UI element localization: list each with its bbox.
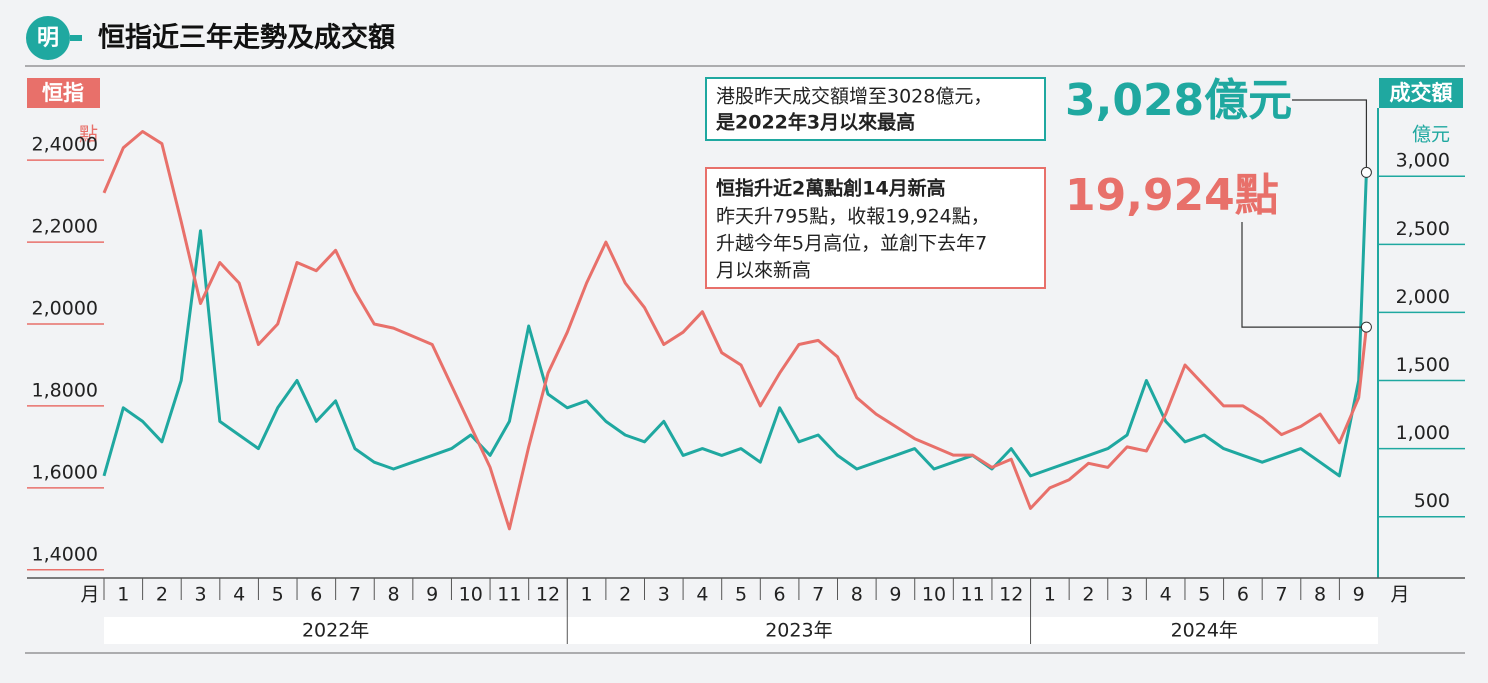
x-tick-label: 8 bbox=[851, 584, 863, 606]
index-box-line: 月以來新高 bbox=[716, 260, 811, 282]
y-tick-label: 1,4000 bbox=[32, 543, 98, 565]
x-tick-label: 11 bbox=[961, 584, 985, 606]
year-label: 2023年 bbox=[765, 620, 832, 642]
x-tick-label: 10 bbox=[459, 584, 483, 606]
y2-tick-label: 500 bbox=[1414, 490, 1450, 512]
y2-label-box bbox=[1379, 78, 1463, 108]
y2-tick-label: 2,500 bbox=[1396, 218, 1450, 240]
x-tick-label: 1 bbox=[1044, 584, 1056, 606]
x-tick-label: 3 bbox=[194, 584, 206, 606]
x-tick-label: 7 bbox=[812, 584, 824, 606]
x-tick-label: 8 bbox=[387, 584, 399, 606]
x-tick-label: 10 bbox=[922, 584, 946, 606]
year-band bbox=[1030, 617, 1378, 644]
x-tick-label: 4 bbox=[696, 584, 708, 606]
year-label: 2024年 bbox=[1171, 620, 1238, 642]
x-tick-label: 2 bbox=[1082, 584, 1094, 606]
x-tick-label: 11 bbox=[497, 584, 521, 606]
chart-title: 恒指近三年走勢及成交額 bbox=[98, 22, 395, 54]
y-tick-label: 2,2000 bbox=[32, 216, 98, 238]
x-tick-label: 9 bbox=[1353, 584, 1365, 606]
series-line bbox=[102, 130, 1368, 531]
x-tick-label: 6 bbox=[774, 584, 786, 606]
logo: 明 bbox=[37, 26, 59, 51]
index-box bbox=[705, 167, 1046, 289]
y2-label: 成交額 bbox=[1390, 81, 1453, 105]
index-box-line: 恒指升近2萬點創14月新高 bbox=[716, 177, 946, 200]
turnover-box-line: 港股昨天成交額增至3028億元， bbox=[716, 86, 992, 108]
x-tick-label: 7 bbox=[349, 584, 361, 606]
x-tick-label: 3 bbox=[1121, 584, 1133, 606]
y2-unit: 億元 bbox=[1412, 124, 1450, 146]
y2-tick-label: 1,000 bbox=[1396, 422, 1450, 444]
y2-tick-label: 1,500 bbox=[1396, 354, 1450, 376]
x-unit: 月 bbox=[80, 584, 99, 606]
x-tick-label: 6 bbox=[310, 584, 322, 606]
x-tick-label: 8 bbox=[1314, 584, 1326, 606]
turnover-leader bbox=[1292, 99, 1368, 173]
year-band bbox=[567, 617, 1031, 644]
turnover-box-line: 是2022年3月以來最高 bbox=[716, 111, 915, 134]
y2-tick-label: 3,000 bbox=[1396, 150, 1450, 172]
y2-tick-label: 2,000 bbox=[1396, 286, 1450, 308]
turnover-callout: 3,028億元 bbox=[1065, 75, 1292, 126]
index-callout: 19,924點 bbox=[1065, 170, 1279, 221]
series-line bbox=[102, 172, 1368, 478]
y-tick-label: 1,6000 bbox=[32, 461, 98, 483]
x-tick-label: 5 bbox=[1198, 584, 1210, 606]
index-leader bbox=[1241, 222, 1367, 328]
x-tick-label: 5 bbox=[735, 584, 747, 606]
x-tick-label: 1 bbox=[581, 584, 593, 606]
x-tick-label: 2 bbox=[619, 584, 631, 606]
x-unit-end: 月 bbox=[1390, 584, 1409, 606]
index-box-line: 昨天升795點，收報19,924點， bbox=[716, 206, 990, 228]
x-tick-label: 6 bbox=[1237, 584, 1249, 606]
x-tick-label: 7 bbox=[1275, 584, 1287, 606]
year-band bbox=[104, 617, 568, 644]
index-endpoint bbox=[1360, 321, 1372, 333]
y-label-box bbox=[27, 78, 100, 108]
x-tick-label: 2 bbox=[156, 584, 168, 606]
turnover-endpoint bbox=[1360, 166, 1372, 178]
x-tick-label: 12 bbox=[999, 584, 1023, 606]
y-tick-label: 2,4000 bbox=[32, 134, 98, 156]
year-label: 2022年 bbox=[302, 620, 369, 642]
x-tick-label: 1 bbox=[117, 584, 129, 606]
y-unit: 點 bbox=[79, 124, 98, 146]
turnover-box bbox=[705, 77, 1046, 141]
x-tick-label: 9 bbox=[426, 584, 438, 606]
y-tick-label: 2,0000 bbox=[32, 298, 98, 320]
x-tick-label: 3 bbox=[658, 584, 670, 606]
x-tick-label: 9 bbox=[889, 584, 901, 606]
logo-badge bbox=[26, 16, 70, 60]
x-tick-label: 5 bbox=[272, 584, 284, 606]
y-label: 恒指 bbox=[42, 81, 84, 105]
index-box-line: 升越今年5月高位，並創下去年7 bbox=[716, 233, 987, 255]
x-tick-label: 4 bbox=[233, 584, 245, 606]
x-tick-label: 4 bbox=[1160, 584, 1172, 606]
y-tick-label: 1,8000 bbox=[32, 379, 98, 401]
x-tick-label: 12 bbox=[536, 584, 560, 606]
